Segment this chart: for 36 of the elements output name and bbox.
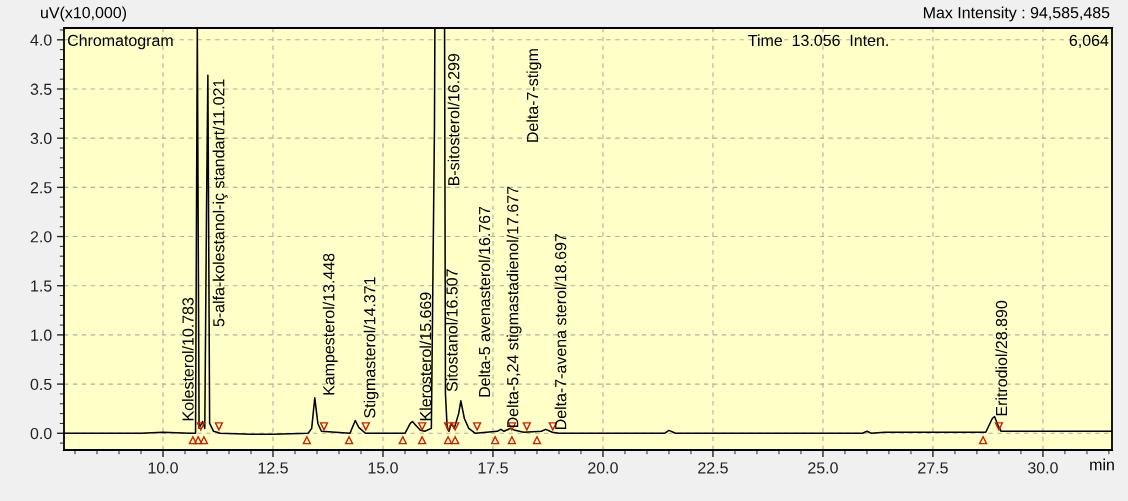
x-tick-label: 15.0 [368, 462, 398, 474]
y-tick-label: 2.0 [30, 231, 52, 243]
annotation: Eritrodiol/28.890 [995, 300, 1008, 416]
annotation: Delta-7-avena sterol/18.697 [554, 234, 567, 430]
annotation: Kolesterol/10.783 [181, 297, 194, 421]
x-tick-label: 17.5 [478, 462, 508, 474]
y-tick-label: 3.0 [30, 132, 52, 145]
annotation: Klerosterol/15.669 [419, 292, 432, 421]
y-tick-label: 2.5 [30, 181, 52, 194]
x-tick-label: 27.5 [918, 462, 948, 474]
x-tick-label: 22.5 [698, 462, 728, 474]
y-tick-label: 1.5 [31, 280, 52, 292]
x-tick-label: 20.0 [588, 462, 618, 474]
x-tick-label: 10.0 [148, 462, 178, 474]
x-axis-title: min [1090, 458, 1114, 471]
y-tick-label: 4.0 [30, 34, 52, 46]
annotation: 6,064 [1069, 34, 1109, 48]
annotation: Sitostanol/16.507 [445, 269, 458, 392]
x-tick-label: 12.5 [258, 462, 288, 474]
annotation: Stigmasterol/14.371 [363, 277, 379, 418]
text: Max Intensity : 94,585,485 [923, 6, 1110, 22]
annotation: B-sitosterol/16.299 [447, 53, 460, 186]
y-tick-label: 0.0 [30, 427, 52, 440]
annotation: Kampesterol/13.448 [322, 253, 338, 395]
x-tick-label: 25.0 [808, 462, 838, 474]
chart-title: Chromatogram [67, 34, 173, 50]
y-axis-title: uV(x10,000) [41, 6, 127, 22]
y-tick-label: 0.5 [30, 378, 52, 391]
y-tick-label: 3.5 [30, 83, 52, 95]
annotation: Delta-5 avenasterol/16.767 [478, 206, 491, 397]
y-tick-label: 1.0 [31, 329, 52, 341]
x-tick-label: 30.0 [1027, 462, 1058, 474]
annotation: Delta-5,24 stigmastadienol/17.677 [506, 186, 522, 428]
annotation: Delta-7-stigm [526, 49, 542, 142]
annotation: 5-alfa-kolestanol-iç standart/11.021 [212, 79, 228, 327]
annotation: Time 13.056 Inten. [748, 34, 888, 47]
